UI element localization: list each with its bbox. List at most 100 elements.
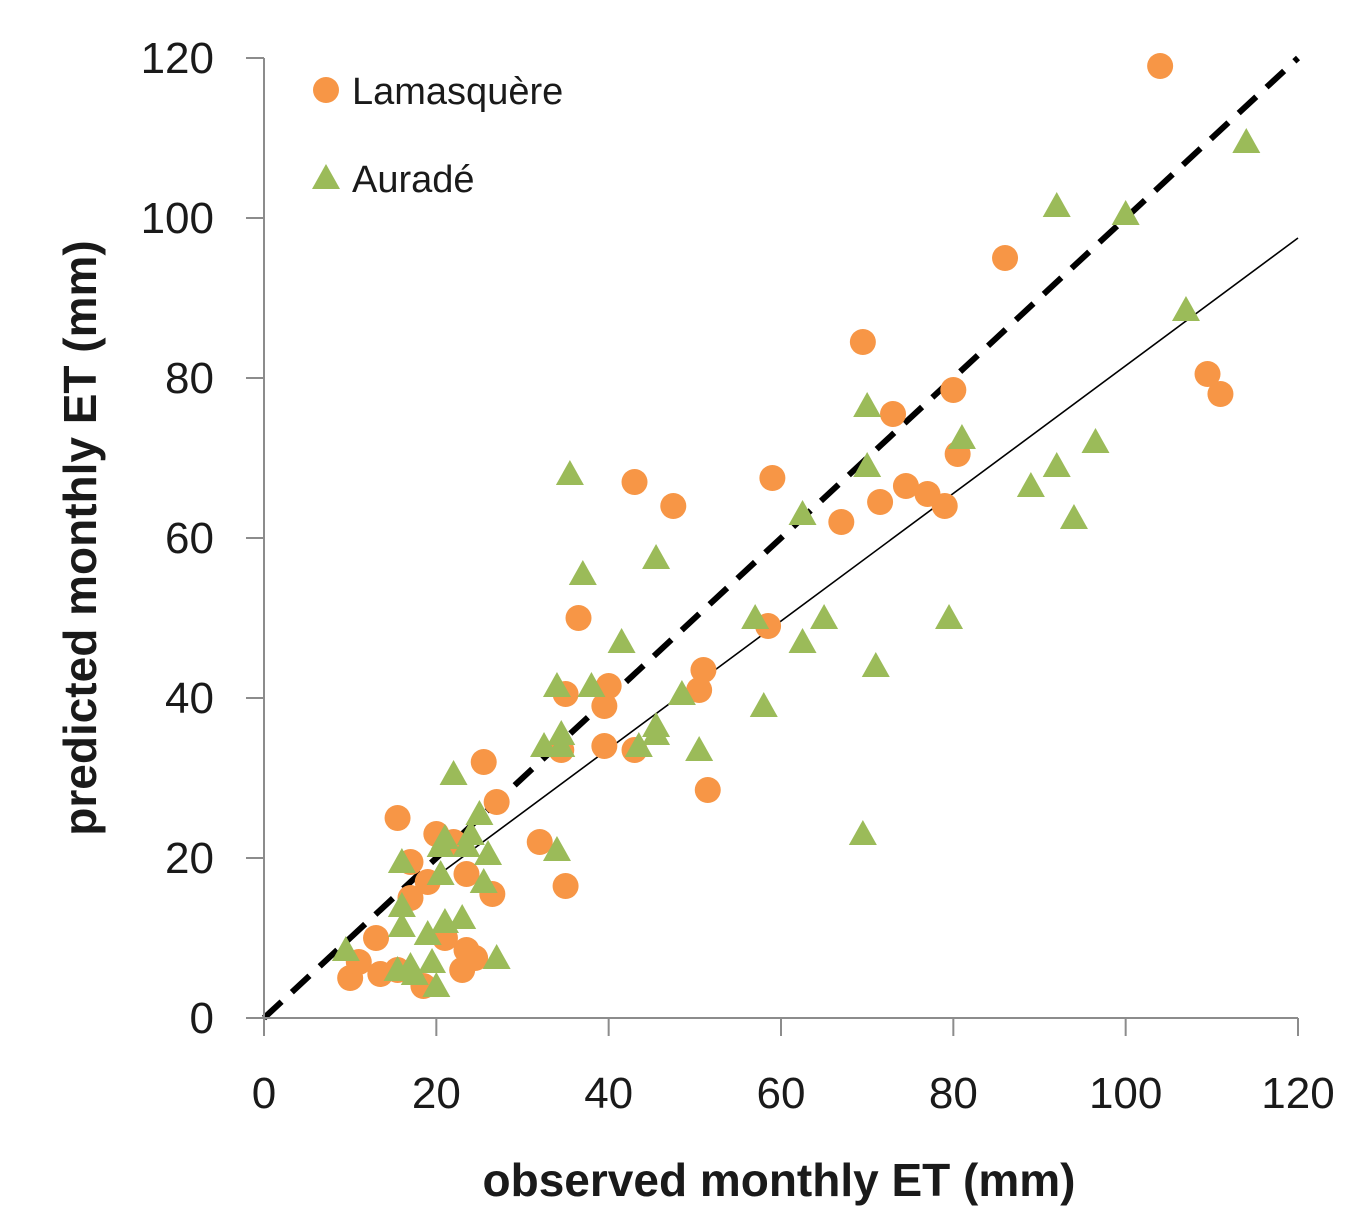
data-point-circle — [363, 925, 390, 951]
legend-marker-circle — [313, 77, 339, 103]
y-tick-label: 40 — [165, 674, 214, 723]
data-point-triangle — [482, 944, 511, 969]
y-tick-label: 120 — [141, 34, 214, 83]
data-point-triangle — [474, 840, 503, 865]
data-point-triangle — [741, 604, 770, 629]
data-point-triangle — [947, 424, 976, 449]
data-point-triangle — [426, 860, 455, 885]
data-point-circle — [470, 749, 497, 775]
data-point-triangle — [853, 452, 882, 477]
data-point-triangle — [642, 720, 671, 745]
data-point-circle — [565, 605, 592, 631]
data-point-triangle — [1111, 200, 1140, 225]
legend: Lamasquère Auradé — [312, 71, 563, 201]
data-point-triangle — [331, 936, 360, 961]
data-point-triangle — [465, 800, 494, 825]
y-axis-title: predicted monthly ET (mm) — [54, 240, 106, 835]
data-point-triangle — [853, 392, 882, 417]
data-point-circle — [1147, 53, 1174, 79]
data-point-triangle — [935, 604, 964, 629]
data-point-triangle — [1042, 452, 1071, 477]
data-point-triangle — [810, 604, 839, 629]
data-point-circle — [828, 509, 855, 535]
x-tick-label: 0 — [252, 1069, 276, 1118]
data-point-circle — [660, 493, 687, 519]
data-point-circle — [867, 489, 894, 515]
legend-label: Auradé — [352, 159, 475, 201]
x-tick-label: 60 — [757, 1069, 806, 1118]
data-point-circle — [453, 861, 480, 887]
data-point-triangle — [642, 544, 671, 569]
data-markers — [331, 53, 1261, 999]
data-point-triangle — [555, 460, 584, 485]
data-point-triangle — [624, 732, 653, 757]
data-point-circle — [591, 733, 618, 759]
data-point-circle — [694, 777, 721, 803]
data-point-triangle — [418, 948, 447, 973]
data-point-circle — [849, 329, 876, 355]
data-point-triangle — [1042, 192, 1071, 217]
data-point-circle — [1194, 361, 1221, 387]
data-point-circle — [690, 657, 717, 683]
data-point-circle — [992, 245, 1019, 271]
data-point-circle — [686, 677, 713, 703]
data-point-triangle — [577, 672, 606, 697]
data-point-triangle — [542, 836, 571, 861]
data-point-triangle — [568, 560, 597, 585]
data-point-triangle — [749, 692, 778, 717]
data-point-triangle — [1171, 296, 1200, 321]
data-point-triangle — [861, 652, 890, 677]
series-aurade — [331, 128, 1261, 997]
data-point-circle — [892, 473, 919, 499]
data-point-triangle — [456, 820, 485, 845]
legend-label: Lamasquère — [352, 71, 563, 113]
data-point-triangle — [848, 820, 877, 845]
x-tick-label: 40 — [584, 1069, 633, 1118]
data-point-triangle — [788, 628, 817, 653]
y-tick-label: 20 — [165, 834, 214, 883]
data-point-circle — [526, 829, 553, 855]
data-point-triangle — [788, 500, 817, 525]
data-point-triangle — [387, 848, 416, 873]
data-point-circle — [931, 493, 958, 519]
data-point-triangle — [387, 912, 416, 937]
y-tick-label: 80 — [165, 354, 214, 403]
x-tick-label: 20 — [412, 1069, 461, 1118]
x-tick-label: 120 — [1261, 1069, 1334, 1118]
data-point-triangle — [667, 680, 696, 705]
data-point-triangle — [1059, 504, 1088, 529]
legend-item: Lamasquère — [313, 71, 563, 113]
one-to-one-line — [261, 55, 1301, 1021]
data-point-triangle — [439, 760, 468, 785]
x-axis-title: observed monthly ET (mm) — [483, 1154, 1076, 1206]
ticks: 0 20 40 60 80 100 120 0 20 40 60 80 100 120 — [141, 34, 1335, 1118]
data-point-circle — [483, 789, 510, 815]
data-point-triangle — [448, 904, 477, 929]
data-point-triangle — [400, 960, 429, 985]
legend-item: Auradé — [312, 159, 475, 201]
data-point-circle — [940, 377, 967, 403]
data-point-triangle — [430, 824, 459, 849]
data-point-triangle — [422, 972, 451, 997]
data-point-circle — [621, 469, 648, 495]
y-tick-label: 100 — [141, 194, 214, 243]
data-point-circle — [462, 945, 489, 971]
data-point-circle — [1207, 381, 1234, 407]
data-point-triangle — [547, 732, 576, 757]
data-point-triangle — [469, 868, 498, 893]
data-point-triangle — [542, 672, 571, 697]
legend-marker-triangle — [312, 164, 340, 189]
data-point-triangle — [607, 628, 636, 653]
data-point-triangle — [413, 920, 442, 945]
fit-line — [401, 237, 1299, 903]
reference-lines — [261, 55, 1301, 1021]
data-point-circle — [759, 465, 786, 491]
data-point-triangle — [1081, 428, 1110, 453]
data-point-triangle — [1232, 128, 1261, 153]
data-point-triangle — [1016, 472, 1045, 497]
x-tick-label: 80 — [929, 1069, 978, 1118]
data-point-circle — [552, 873, 579, 899]
data-point-triangle — [685, 736, 714, 761]
data-point-triangle — [387, 892, 416, 917]
